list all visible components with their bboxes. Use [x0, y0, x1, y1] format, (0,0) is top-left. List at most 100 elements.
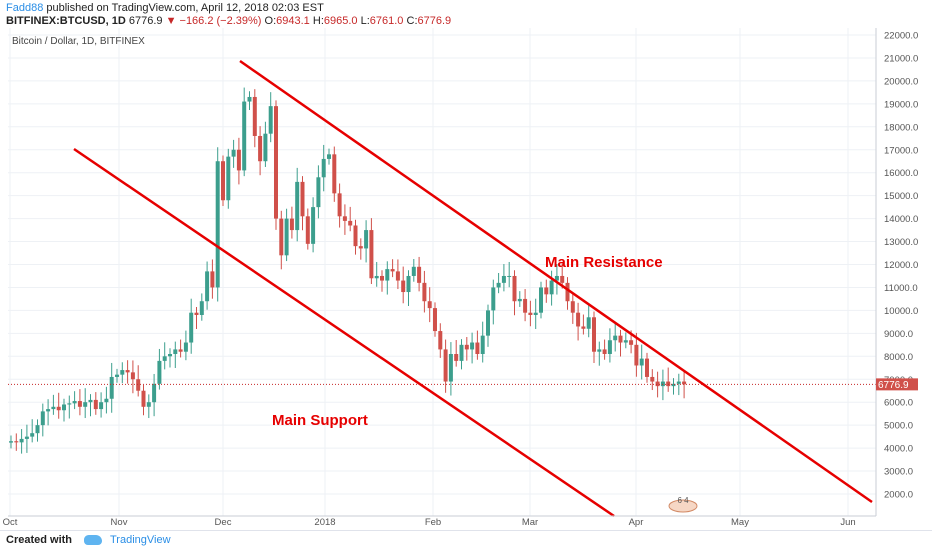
candle — [358, 238, 363, 260]
candle — [464, 337, 469, 361]
y-tick-label: 14000.0 — [884, 214, 918, 225]
candle — [274, 100, 278, 230]
candle — [401, 266, 406, 304]
candle — [459, 339, 464, 370]
candle — [517, 291, 522, 307]
x-tick-label: Dec — [215, 517, 232, 528]
y-tick-label: 19000.0 — [884, 99, 918, 110]
candle — [634, 332, 639, 377]
candle — [279, 210, 284, 270]
candle — [40, 403, 45, 437]
candle — [645, 352, 649, 383]
price-chart[interactable]: Bitcoin / Dollar, 1D, BITFINEX Main Resi… — [0, 0, 932, 530]
x-tick-label: Oct — [3, 517, 18, 528]
support-line — [73, 147, 615, 518]
candle — [19, 429, 24, 454]
event-tag: 6 4 — [668, 496, 698, 513]
candle — [183, 330, 188, 361]
candle — [30, 419, 35, 443]
candle — [380, 270, 384, 292]
candle — [130, 360, 135, 394]
candle — [512, 270, 517, 316]
y-tick-label: 8000.0 — [884, 352, 913, 363]
candle — [385, 261, 390, 295]
candle — [327, 148, 331, 165]
y-tick-label: 20000.0 — [884, 76, 918, 87]
candle — [592, 311, 596, 363]
candle — [602, 339, 607, 360]
candle — [666, 367, 671, 392]
price-axis[interactable] — [876, 28, 932, 516]
trend-lines — [73, 59, 873, 518]
candle — [236, 137, 241, 185]
tradingview-brand[interactable]: TradingView — [110, 534, 171, 546]
candle — [523, 289, 528, 322]
candle — [342, 204, 347, 235]
candle — [374, 261, 379, 287]
candle — [14, 433, 19, 451]
candle — [671, 378, 676, 395]
candle — [157, 348, 162, 390]
candle — [115, 368, 119, 383]
x-axis-labels: Oct Nov Dec 2018 Feb Mar Apr May Jun — [3, 517, 856, 528]
low-value: 6761.0 — [369, 15, 404, 27]
candle — [289, 206, 294, 239]
y-tick-label: 10000.0 — [884, 306, 918, 317]
candle — [369, 218, 374, 285]
candle — [77, 389, 82, 416]
candle — [682, 371, 687, 399]
x-tick-label: Nov — [111, 517, 128, 528]
y-tick-label: 22000.0 — [884, 31, 918, 42]
candle — [194, 306, 199, 329]
candle — [417, 256, 422, 292]
candle — [390, 259, 395, 278]
candle — [491, 279, 496, 325]
y-tick-label: 16000.0 — [884, 168, 918, 179]
candle — [247, 91, 252, 111]
candle — [231, 139, 236, 168]
candle — [676, 373, 681, 396]
symbol-label: BITFINEX:BTCUSD, 1D — [6, 15, 126, 27]
candle — [199, 293, 204, 321]
author-link[interactable]: Fadd88 — [6, 2, 44, 14]
candle — [168, 348, 172, 368]
candle — [136, 365, 141, 397]
x-tick-label: Mar — [522, 517, 538, 528]
candle — [607, 328, 612, 363]
candle — [51, 394, 56, 415]
candle — [99, 392, 104, 418]
grid-lines — [8, 28, 876, 516]
candle — [242, 87, 247, 177]
candle — [215, 147, 220, 302]
chart-title: Bitcoin / Dollar, 1D, BITFINEX — [12, 36, 145, 47]
candle — [67, 395, 72, 419]
resistance-line — [239, 59, 873, 504]
candle — [120, 362, 125, 384]
candle — [475, 330, 480, 360]
candle — [221, 155, 225, 206]
candle — [639, 344, 644, 380]
candle — [205, 261, 210, 310]
candle — [613, 321, 618, 352]
y-tick-label: 17000.0 — [884, 145, 918, 156]
candle — [178, 339, 183, 358]
candle — [210, 259, 215, 299]
publish-info: Fadd88 published on TradingView.com, Apr… — [6, 2, 324, 14]
candle — [448, 342, 453, 396]
candle — [353, 219, 358, 255]
created-with-label: Created with — [6, 534, 73, 546]
candle — [507, 261, 512, 288]
last-price-tag-text: 6776.9 — [878, 380, 909, 391]
candle — [422, 270, 427, 313]
candle — [348, 206, 353, 232]
candles — [9, 87, 687, 454]
candle — [655, 371, 660, 398]
candle — [470, 332, 475, 364]
candle — [83, 388, 88, 419]
candle — [443, 339, 448, 393]
candle — [427, 287, 432, 323]
x-tick-label: Jun — [840, 517, 855, 528]
candle — [539, 281, 543, 319]
event-tag-text: 6 4 — [677, 496, 689, 505]
y-tick-label: 12000.0 — [884, 260, 918, 271]
